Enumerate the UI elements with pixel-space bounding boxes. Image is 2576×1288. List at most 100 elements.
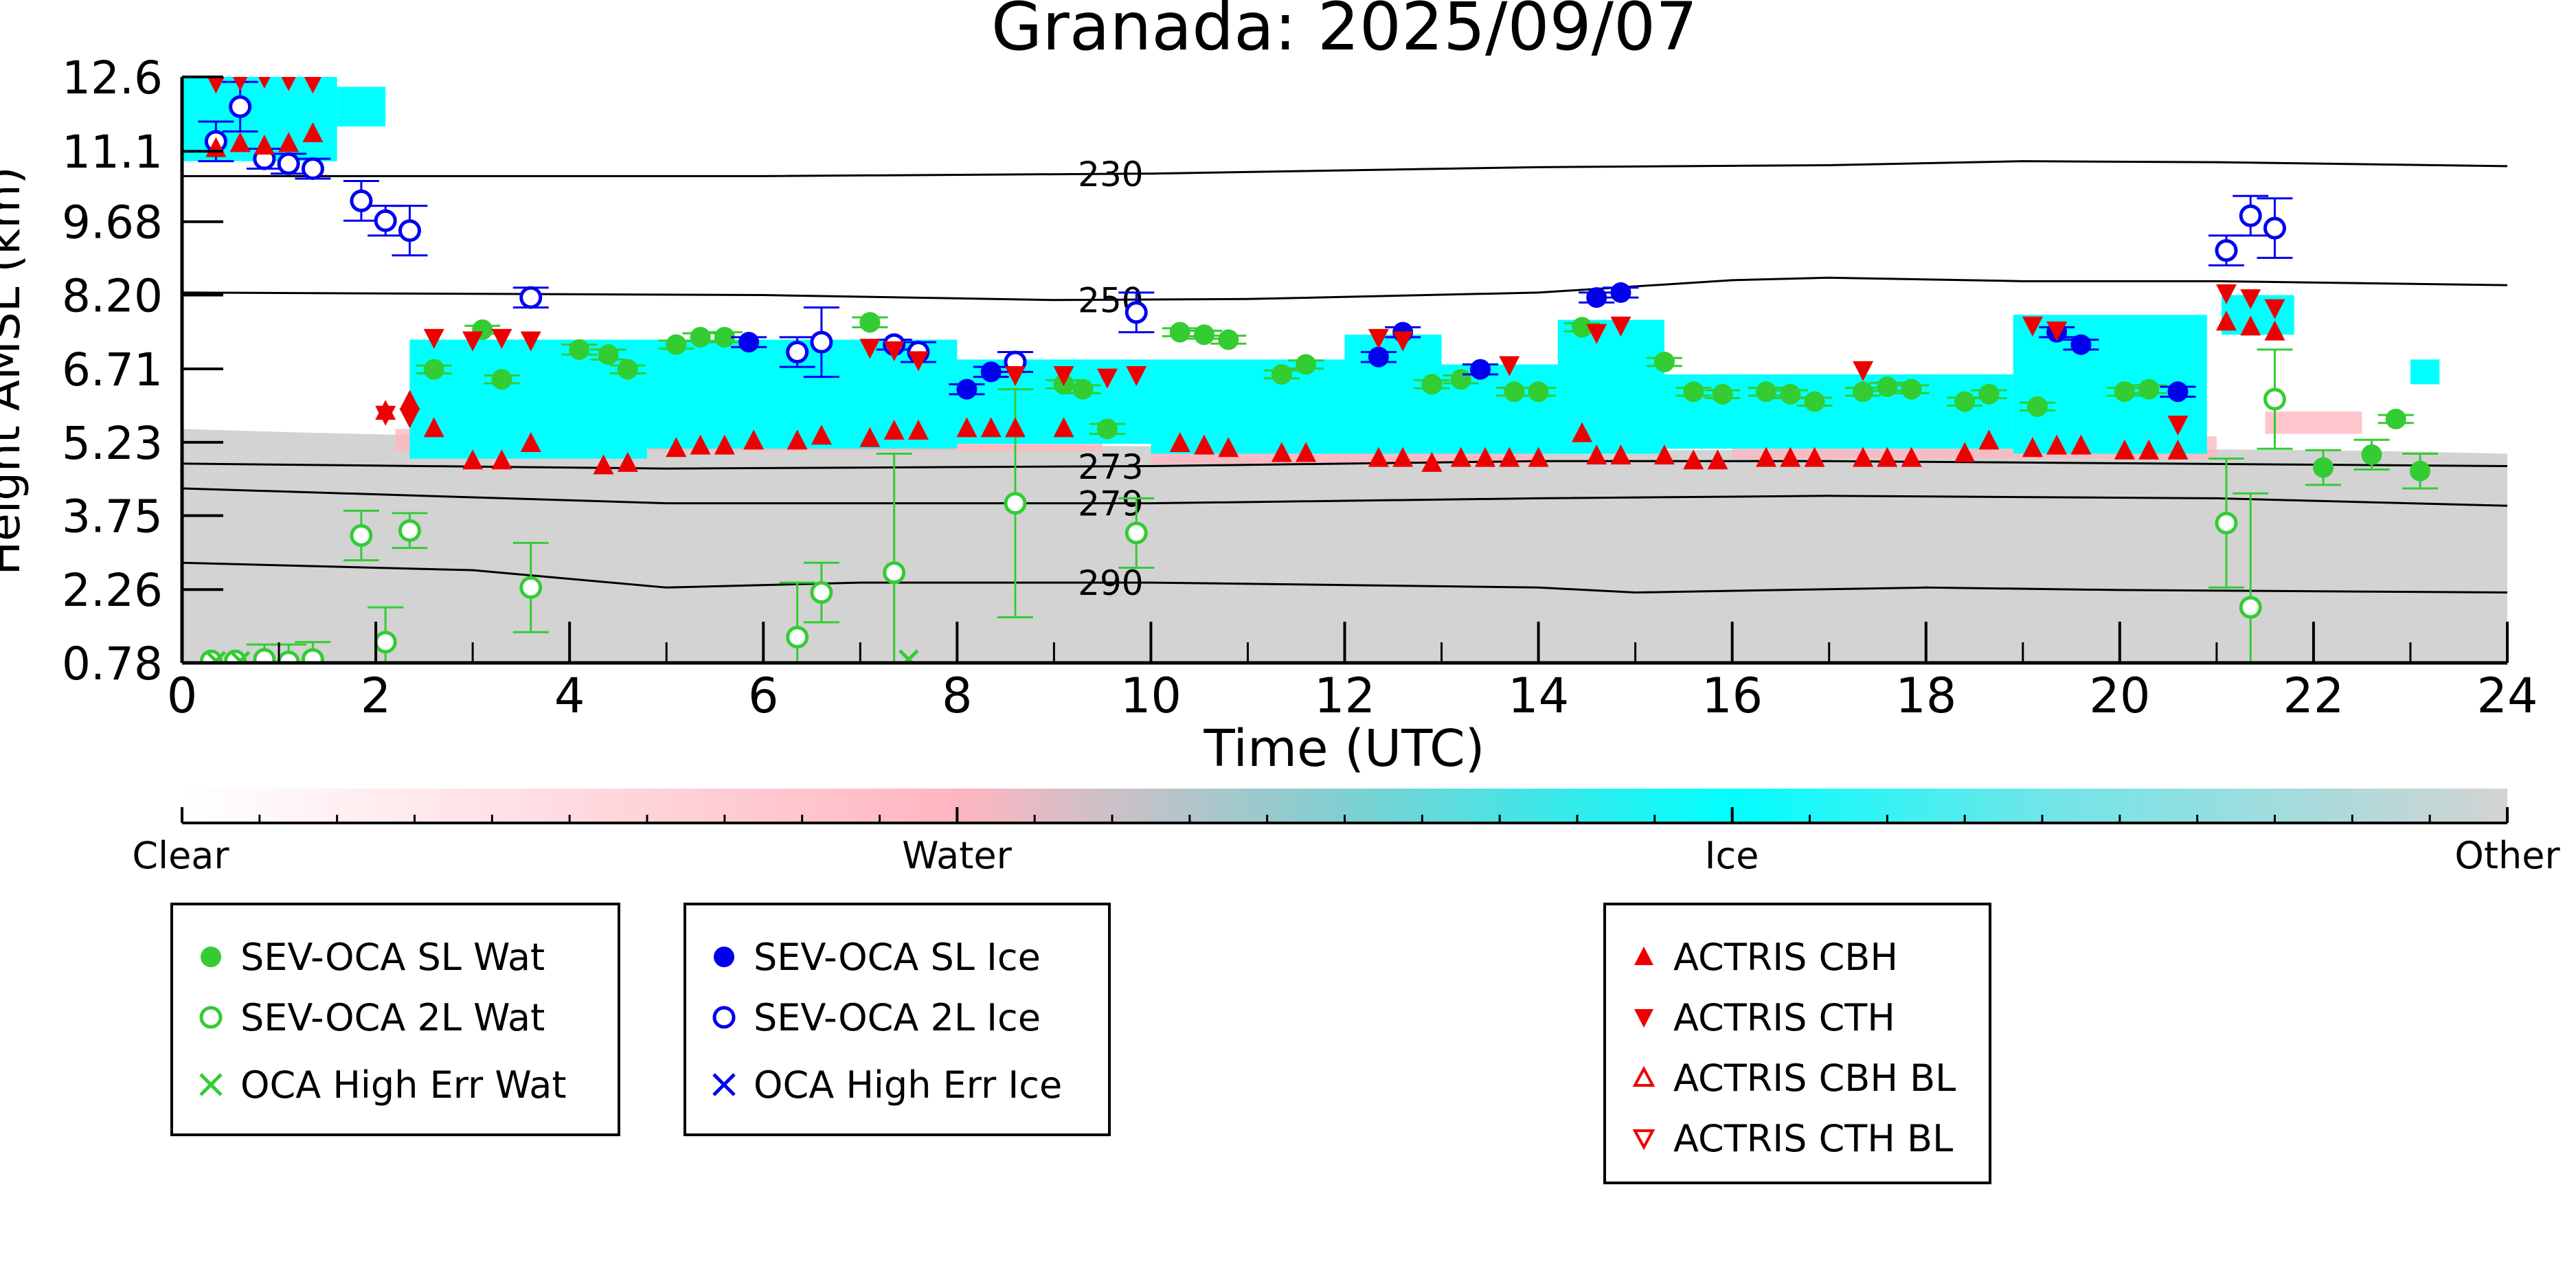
actris-cbh-point (399, 389, 420, 410)
sev-oca-sl-wat-point (423, 359, 444, 380)
sev-oca-2l-wat-point (1004, 492, 1027, 515)
sev-oca-sl-wat-point (1756, 381, 1777, 403)
sev-oca-sl-ice-point (980, 361, 1002, 383)
sev-oca-sl-wat-point (598, 344, 619, 365)
red-triangle-down-icon (1634, 1009, 1653, 1028)
colorbar-label-ice: Ice (1705, 834, 1759, 877)
actris-cth-point (491, 328, 512, 349)
sev-oca-sl-ice-point (1368, 346, 1389, 368)
isotherm-line (181, 276, 2508, 302)
actris-cbh-point (666, 437, 687, 457)
sev-oca-2l-wat-point (253, 648, 276, 663)
actris-cbh-point (1053, 417, 1074, 438)
oca-high-err-wat-point (899, 649, 919, 663)
sev-oca-2l-ice-point (1125, 301, 1148, 324)
actris-cth-point (1499, 356, 1520, 376)
isotherm-line (181, 460, 2508, 470)
ice-region (337, 87, 386, 127)
sev-oca-2l-ice-point (301, 157, 324, 181)
sev-oca-2l-wat-point (374, 631, 397, 654)
actris-cbh-point (423, 417, 444, 438)
actris-cth-point (1096, 368, 1118, 389)
actris-cbh-point (462, 449, 484, 470)
oca-high-err-wat-point (205, 651, 227, 663)
actris-cbh-point (1193, 434, 1214, 455)
x-tick-label: 24 (2476, 668, 2538, 724)
actris-cbh-point (253, 135, 275, 155)
sev-oca-sl-wat-point (859, 312, 881, 333)
actris-cbh-point (1450, 447, 1471, 467)
water-region (2265, 411, 2362, 434)
sev-oca-sl-wat-point (1572, 317, 1593, 338)
y-tick-label: 2.26 (62, 564, 163, 617)
sev-oca-sl-ice-point (2167, 381, 2189, 403)
legend-label: ACTRIS CTH (1673, 995, 1895, 1039)
actris-cbh-point (2070, 434, 2092, 455)
x-tick-label: 8 (942, 668, 973, 724)
blue-filled-circle-icon (714, 947, 734, 967)
sev-oca-2l-wat-point (883, 561, 906, 585)
sev-oca-sl-wat-point (1653, 351, 1675, 372)
oca-high-err-wat-point (229, 651, 251, 663)
sev-oca-sl-wat-point (1072, 379, 1094, 400)
actris-cbh-point (1804, 447, 1825, 467)
legend-ice: SEV-OCA SL Ice SEV-OCA 2L Ice OCA High E… (683, 903, 1111, 1136)
sev-oca-sl-wat-point (1780, 383, 1801, 405)
actris-cbh-point (1475, 447, 1496, 467)
actris-cbh-point (2022, 437, 2043, 457)
sev-oca-sl-wat-point (690, 326, 711, 348)
actris-cbh-point (278, 132, 300, 152)
legend-label: SEV-OCA SL Wat (240, 935, 545, 979)
actris-cbh-point (1296, 442, 1317, 462)
sev-oca-sl-wat-point (2114, 381, 2135, 403)
actris-cth-point (2022, 316, 2043, 337)
green-filled-circle-icon (201, 947, 221, 967)
legend-label: OCA High Err Ice (754, 1063, 1063, 1107)
legend-entry: ACTRIS CBH BL (1627, 1054, 1956, 1102)
actris-cbh-point (1780, 447, 1801, 467)
actris-cth-point (304, 77, 321, 94)
red-open-triangle-down-icon (1632, 1129, 1656, 1151)
legend-entry: SEV-OCA 2L Ice (707, 993, 1041, 1041)
actris-cbh-point (520, 432, 541, 453)
actris-cbh-point (1954, 442, 1976, 462)
actris-cbh-point (1271, 442, 1292, 462)
legend-entry: SEV-OCA 2L Wat (194, 993, 545, 1041)
actris-cbh-point (2215, 310, 2237, 331)
sev-oca-2l-wat-point (398, 519, 421, 542)
sev-oca-sl-ice-point (1469, 359, 1491, 380)
sev-oca-2l-wat-point (2239, 596, 2262, 619)
isotherm-label: 279 (1078, 484, 1143, 524)
sev-oca-2l-ice-point (810, 330, 833, 354)
sev-oca-sl-wat-point (1421, 374, 1443, 395)
axes: 0 2 4 6 8 10 12 14 16 18 20 22 240.782.263.755.236.7… (62, 52, 2538, 724)
ice-region (1664, 374, 2013, 449)
sev-oca-2l-ice-point (2215, 239, 2238, 262)
sev-oca-sl-ice-point (1610, 282, 1631, 303)
x-tick-label: 2 (361, 668, 392, 724)
sev-oca-sl-wat-point (1954, 391, 1976, 412)
actris-cbh-point (229, 132, 251, 152)
colorbar-label-other: Other (2454, 834, 2560, 877)
x-tick-label: 16 (1702, 668, 1763, 724)
sev-oca-2l-ice-point (398, 219, 421, 242)
colorbar-label-clear: Clear (132, 834, 229, 877)
x-tick-label: 12 (1314, 668, 1375, 724)
actris-cth-point (258, 77, 271, 89)
legend-entry: SEV-OCA SL Ice (707, 933, 1041, 981)
colorbar: Clear Water Ice Other (132, 789, 2560, 877)
sev-oca-2l-wat-point (786, 625, 809, 648)
actris-cth-point (520, 331, 541, 352)
sev-oca-2l-wat-point (810, 581, 833, 605)
y-tick-label: 5.23 (62, 417, 163, 470)
blue-x-icon (712, 1073, 736, 1096)
actris-cth-point (2215, 284, 2237, 304)
sev-oca-2l-wat-point (2215, 511, 2238, 534)
actris-cbh-point (1853, 447, 1874, 467)
actris-cbh-point (1499, 447, 1520, 467)
actris-cth-point (423, 328, 444, 349)
sev-oca-sl-wat-point (1877, 376, 1898, 398)
sev-oca-sl-wat-point (2410, 460, 2431, 482)
sev-oca-sl-wat-point (2385, 408, 2406, 429)
y-tick-label: 9.68 (62, 196, 163, 249)
